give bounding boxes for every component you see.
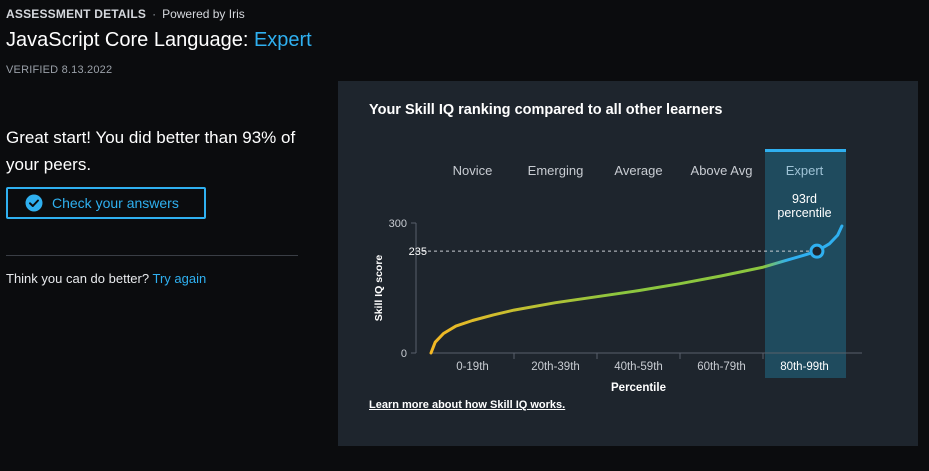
check-circle-icon: [25, 194, 43, 212]
learn-more-link[interactable]: Learn more about how Skill IQ works.: [369, 399, 566, 411]
level-label: Expert: [786, 163, 824, 178]
result-message: Great start! You did better than 93% of …: [6, 128, 296, 174]
course-name: JavaScript Core Language:: [6, 29, 249, 51]
retry-prompt: Think you can do better? Try again: [6, 271, 206, 286]
verified-date: VERIFIED 8.13.2022: [6, 64, 113, 76]
check-answers-button[interactable]: Check your answers: [6, 187, 206, 219]
x-tick-label: 40th-59th: [614, 361, 663, 373]
skill-level: Expert: [253, 29, 312, 51]
highlight-band-top: [765, 149, 846, 152]
divider: [6, 255, 298, 256]
level-label: Emerging: [528, 163, 584, 178]
y-tick-label: 300: [389, 218, 407, 230]
score-marker: [809, 243, 825, 259]
panel-title: Your Skill IQ ranking compared to all ot…: [369, 102, 723, 118]
try-again-link[interactable]: Try again: [152, 271, 207, 286]
retry-text: Think you can do better?: [6, 271, 150, 286]
level-label: Above Avg: [691, 163, 753, 178]
check-answers-label: Check your answers: [52, 195, 179, 211]
x-axis-label: Percentile: [611, 382, 666, 391]
x-tick-label: 0-19th: [456, 361, 489, 373]
skill-iq-chart: 300 0 Skill IQ score Novice Emerging Average A…: [373, 149, 862, 391]
x-tick-label: 80th-99th: [780, 361, 829, 373]
x-tick-label: 20th-39th: [531, 361, 580, 373]
skill-iq-panel: Your Skill IQ ranking compared to all ot…: [338, 81, 918, 446]
level-label: Average: [614, 163, 662, 178]
y-tick-label: 0: [401, 348, 407, 360]
breadcrumb: ASSESSMENT DETAILS · Powered by Iris: [6, 7, 245, 21]
y-axis-label: Skill IQ score: [373, 255, 385, 322]
level-label: Novice: [453, 163, 493, 178]
marker-score-label: 235: [409, 246, 427, 258]
marker-percentile-label: 93rd: [792, 192, 817, 206]
section-label: ASSESSMENT DETAILS: [6, 7, 147, 21]
page-title: JavaScript Core Language: Expert: [6, 29, 312, 52]
powered-by-label: Powered by Iris: [162, 7, 245, 21]
highlight-band: [765, 151, 846, 378]
x-tick-label: 60th-79th: [697, 361, 746, 373]
marker-percentile-label: percentile: [777, 206, 831, 220]
